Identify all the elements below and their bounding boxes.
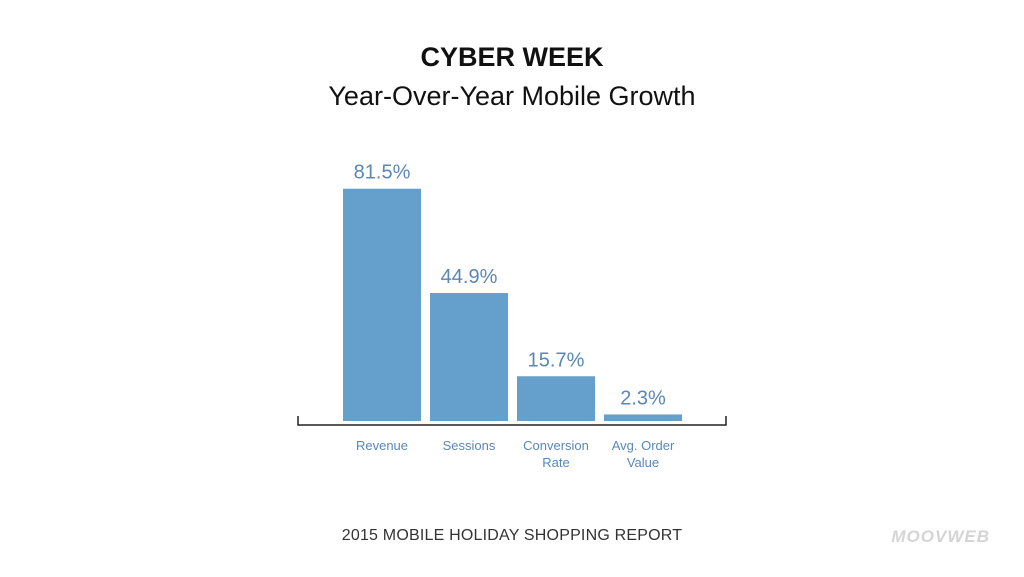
brand-logo: MOOVWEB [891,527,990,546]
chart-title: CYBER WEEK [420,42,604,72]
value-labels-group: 81.5% 44.9% 15.7% 2.3% [354,162,666,410]
category-labels-group: Revenue Sessions Conversion Rate Avg. Order V… [356,438,675,470]
category-label-3-line1: Value [627,455,659,470]
category-label-0: Revenue [356,438,408,453]
bar-1 [430,293,508,421]
bar-0 [343,188,421,421]
category-label-2-line0: Conversion [523,438,589,453]
category-label-3-line0: Avg. Order [612,438,675,453]
report-footer: 2015 MOBILE HOLIDAY SHOPPING REPORT [342,527,682,544]
value-label-3: 2.3% [620,387,666,409]
value-label-0: 81.5% [354,162,411,184]
chart-subtitle: Year-Over-Year Mobile Growth [328,81,695,111]
value-label-1: 44.9% [441,266,498,288]
bar-3 [604,414,682,421]
category-label-2-line1: Rate [542,455,569,470]
bar-2 [517,376,595,421]
bars-group [343,188,682,421]
category-label-1: Sessions [443,438,496,453]
x-axis-baseline [297,416,727,426]
value-label-2: 15.7% [528,349,585,371]
